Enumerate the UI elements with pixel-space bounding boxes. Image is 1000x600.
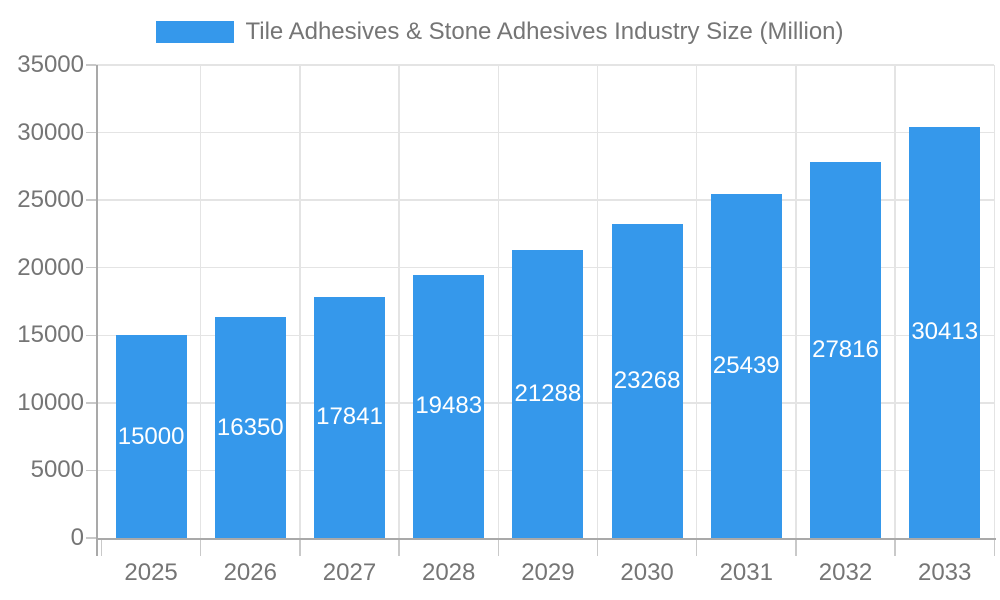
bar-2030[interactable] xyxy=(611,223,683,538)
x-axis-tick-label: 2028 xyxy=(421,559,476,586)
x-gridline xyxy=(299,65,301,538)
y-axis-tick-label: 15000 xyxy=(17,321,84,349)
x-axis-tick-label: 2026 xyxy=(223,559,277,586)
y-gridline xyxy=(96,131,995,134)
x-gridline xyxy=(497,65,500,538)
y-axis-tick-label: 5000 xyxy=(30,456,84,484)
x-tick-mark xyxy=(795,540,797,556)
bar-2025[interactable] xyxy=(115,335,187,538)
x-axis-tick-label: 2030 xyxy=(620,559,674,586)
y-axis-tick-label: 10000 xyxy=(17,388,84,416)
x-gridline xyxy=(795,65,797,538)
x-tick-mark xyxy=(695,540,698,556)
x-tick-mark xyxy=(199,540,202,556)
x-tick-mark xyxy=(100,540,103,556)
y-axis-tick-label: 0 xyxy=(70,524,84,551)
y-axis-line xyxy=(96,65,98,556)
x-gridline xyxy=(695,65,698,538)
x-gridline xyxy=(894,65,896,538)
legend-label: Tile Adhesives & Stone Adhesives Industr… xyxy=(245,18,844,45)
x-axis-tick-label: 2029 xyxy=(521,559,575,586)
x-axis-tick-label: 2032 xyxy=(818,559,873,586)
x-gridline xyxy=(398,65,400,538)
legend[interactable]: Tile Adhesives & Stone Adhesives Industr… xyxy=(0,18,1000,46)
y-tick-mark xyxy=(86,266,96,269)
y-gridline xyxy=(96,199,995,201)
x-tick-mark xyxy=(894,540,896,556)
x-axis-tick-label: 2033 xyxy=(917,559,972,586)
y-tick-mark xyxy=(86,199,96,201)
bar-2027[interactable] xyxy=(314,296,385,538)
bar-2031[interactable] xyxy=(710,194,782,538)
y-axis-tick-label: 35000 xyxy=(17,51,84,78)
x-tick-mark xyxy=(299,540,301,556)
y-axis-tick-label: 30000 xyxy=(17,118,84,146)
x-tick-mark xyxy=(596,540,599,556)
bar-2028[interactable] xyxy=(413,274,485,538)
y-axis-tick-label: 25000 xyxy=(17,186,84,214)
x-tick-mark xyxy=(497,540,500,556)
x-tick-mark xyxy=(398,540,400,556)
y-tick-mark xyxy=(86,334,96,337)
bar-2026[interactable] xyxy=(214,317,286,538)
legend-swatch xyxy=(156,21,235,43)
x-axis-tick-label: 2027 xyxy=(322,559,377,586)
x-axis-tick-label: 2025 xyxy=(124,559,178,586)
x-gridline xyxy=(199,65,202,538)
bar-2029[interactable] xyxy=(512,250,584,538)
x-gridline xyxy=(596,65,599,538)
x-tick-mark xyxy=(993,540,996,556)
y-gridline xyxy=(96,64,995,66)
y-axis-tick-label: 20000 xyxy=(17,253,84,281)
y-tick-mark xyxy=(86,402,96,404)
bar-2032[interactable] xyxy=(810,162,881,538)
y-tick-mark xyxy=(86,537,96,539)
x-axis-tick-label: 2031 xyxy=(719,559,773,586)
y-tick-mark xyxy=(86,131,96,134)
y-tick-mark xyxy=(86,64,96,66)
bar-2033[interactable] xyxy=(909,126,981,538)
y-tick-mark xyxy=(86,469,96,472)
x-gridline xyxy=(993,65,996,538)
x-axis-line xyxy=(96,538,997,540)
